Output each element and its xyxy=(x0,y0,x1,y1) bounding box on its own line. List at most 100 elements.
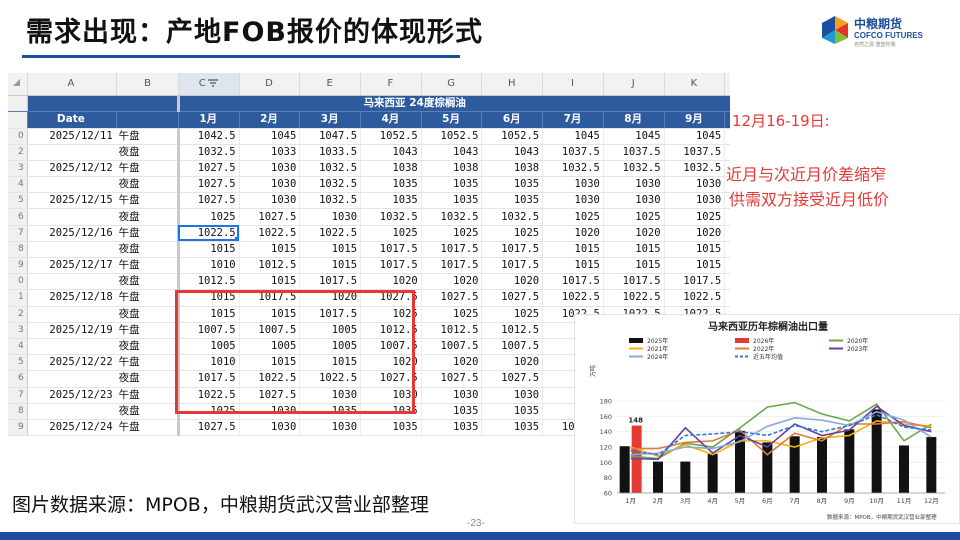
row-number[interactable]: 8 xyxy=(8,241,28,259)
row-number[interactable]: 6 xyxy=(8,208,28,226)
price-cell[interactable]: 1012.5 xyxy=(178,273,240,291)
price-cell[interactable]: 101 xyxy=(724,257,730,275)
column-header-h[interactable]: H xyxy=(481,73,544,96)
price-cell[interactable]: 1015 xyxy=(603,257,665,275)
price-cell[interactable]: 1052.5 xyxy=(481,128,544,145)
date-cell[interactable]: 2025/12/22 xyxy=(27,354,117,372)
date-cell[interactable] xyxy=(27,403,117,420)
price-cell[interactable]: 1032.5 xyxy=(664,160,726,178)
column-header-k[interactable]: K xyxy=(664,73,726,96)
session-cell[interactable]: 午盘 xyxy=(116,322,180,339)
price-cell[interactable]: 1032.5 xyxy=(603,160,665,178)
row-number[interactable]: 5 xyxy=(8,354,28,372)
price-cell[interactable]: 1035 xyxy=(421,419,483,437)
price-cell[interactable]: 1017. xyxy=(724,273,730,291)
price-cell[interactable]: 1007.5 xyxy=(421,338,483,356)
price-cell[interactable]: 1027.5 xyxy=(360,289,422,307)
price-cell[interactable]: 1025 xyxy=(421,225,483,242)
session-cell[interactable]: 午盘 xyxy=(116,192,180,210)
price-cell[interactable]: 1037.5 xyxy=(664,144,726,161)
price-cell[interactable]: 1007.5 xyxy=(178,322,240,339)
price-cell[interactable]: 1025 xyxy=(360,225,422,242)
price-cell[interactable]: 1030 xyxy=(239,176,301,194)
price-cell[interactable]: 1005 xyxy=(299,338,362,356)
price-cell[interactable]: 102 xyxy=(724,289,730,307)
price-cell[interactable]: 1030 xyxy=(299,419,362,437)
price-cell[interactable]: 1027.5 xyxy=(178,419,240,437)
price-cell[interactable]: 1017.5 xyxy=(421,257,483,275)
row-number[interactable]: 7 xyxy=(8,225,28,242)
price-cell[interactable]: 1020 xyxy=(481,354,544,372)
session-cell[interactable]: 夜盘 xyxy=(116,306,180,323)
price-cell[interactable]: 1033 xyxy=(239,144,301,161)
price-cell[interactable]: 1027.5 xyxy=(178,176,240,194)
price-cell[interactable]: 1037.5 xyxy=(603,144,665,161)
price-cell[interactable]: 1015 xyxy=(542,257,604,275)
price-cell[interactable]: 1025 xyxy=(421,306,483,323)
date-cell[interactable] xyxy=(27,370,117,388)
price-cell[interactable]: 1032.5 xyxy=(178,144,240,161)
price-cell[interactable]: 1022.5 xyxy=(542,289,604,307)
price-cell[interactable]: 1022.5 xyxy=(239,225,301,242)
price-cell[interactable]: 1015 xyxy=(239,241,301,259)
price-cell[interactable]: 1032.5 xyxy=(299,160,362,178)
row-number[interactable]: 1 xyxy=(8,289,28,307)
column-header-e[interactable]: E xyxy=(299,73,362,96)
price-cell[interactable]: 1030 xyxy=(542,192,604,210)
row-number[interactable]: 0 xyxy=(8,128,28,145)
price-cell[interactable]: 1025 xyxy=(360,306,422,323)
price-cell[interactable] xyxy=(724,128,730,145)
session-cell[interactable]: 午盘 xyxy=(116,160,180,178)
price-cell[interactable]: 1020 xyxy=(421,354,483,372)
price-cell[interactable]: 1010 xyxy=(178,257,240,275)
price-cell[interactable]: 1045 xyxy=(239,128,301,145)
spreadsheet[interactable]: ABCDEFGHIJKL马来西亚 24度棕榈油Date1月2月3月4月5月6月7… xyxy=(8,73,730,437)
selected-cell[interactable]: 1022.5 xyxy=(178,225,240,242)
price-cell[interactable]: 1052.5 xyxy=(421,128,483,145)
price-cell[interactable]: 1020 xyxy=(481,273,544,291)
price-cell[interactable]: 1035 xyxy=(360,176,422,194)
price-cell[interactable]: 1015 xyxy=(178,306,240,323)
price-cell[interactable]: 1035 xyxy=(299,403,362,420)
date-cell[interactable]: 2025/12/23 xyxy=(27,387,117,404)
price-cell[interactable]: 1035 xyxy=(421,176,483,194)
price-cell[interactable]: 1027.5 xyxy=(481,289,544,307)
price-cell[interactable]: 1035 xyxy=(421,403,483,420)
price-cell[interactable]: 1030 xyxy=(239,192,301,210)
price-cell[interactable]: 1015 xyxy=(239,306,301,323)
price-cell[interactable]: 1012.5 xyxy=(481,322,544,339)
price-cell[interactable]: 1032.5 xyxy=(299,176,362,194)
price-cell[interactable]: 1047.5 xyxy=(299,128,362,145)
filter-dropdown-icon[interactable] xyxy=(207,79,218,87)
price-cell[interactable] xyxy=(724,176,730,194)
price-cell[interactable] xyxy=(724,192,730,210)
price-cell[interactable]: 1027.5 xyxy=(421,370,483,388)
price-cell[interactable]: 1015 xyxy=(178,241,240,259)
price-cell[interactable] xyxy=(724,208,730,226)
row-number[interactable]: 0 xyxy=(8,273,28,291)
select-all-corner[interactable] xyxy=(8,73,28,96)
column-header-c[interactable]: C xyxy=(178,73,240,96)
row-number[interactable]: 4 xyxy=(8,338,28,356)
price-cell[interactable]: 1030 xyxy=(603,176,665,194)
price-cell[interactable]: 1017.5 xyxy=(481,241,544,259)
price-cell[interactable]: 1025 xyxy=(178,403,240,420)
row-number[interactable]: 3 xyxy=(8,322,28,339)
date-cell[interactable] xyxy=(27,273,117,291)
session-cell[interactable]: 夜盘 xyxy=(116,338,180,356)
price-cell[interactable]: 1015 xyxy=(299,241,362,259)
price-cell[interactable]: 1017.5 xyxy=(421,241,483,259)
price-cell[interactable]: 1022.5 xyxy=(603,289,665,307)
date-cell[interactable] xyxy=(27,144,117,161)
price-cell[interactable]: 1052.5 xyxy=(360,128,422,145)
price-cell[interactable]: 1027.5 xyxy=(178,192,240,210)
price-cell[interactable]: 102 xyxy=(724,225,730,242)
price-cell[interactable]: 1030 xyxy=(664,176,726,194)
price-cell[interactable]: 1030 xyxy=(239,419,301,437)
price-cell[interactable]: 1017.5 xyxy=(603,273,665,291)
row-number[interactable]: 2 xyxy=(8,144,28,161)
price-cell[interactable]: 1045 xyxy=(603,128,665,145)
price-cell[interactable]: 1017.5 xyxy=(239,289,301,307)
date-cell[interactable]: 2025/12/15 xyxy=(27,192,117,210)
price-cell[interactable]: 1022.5 xyxy=(664,289,726,307)
